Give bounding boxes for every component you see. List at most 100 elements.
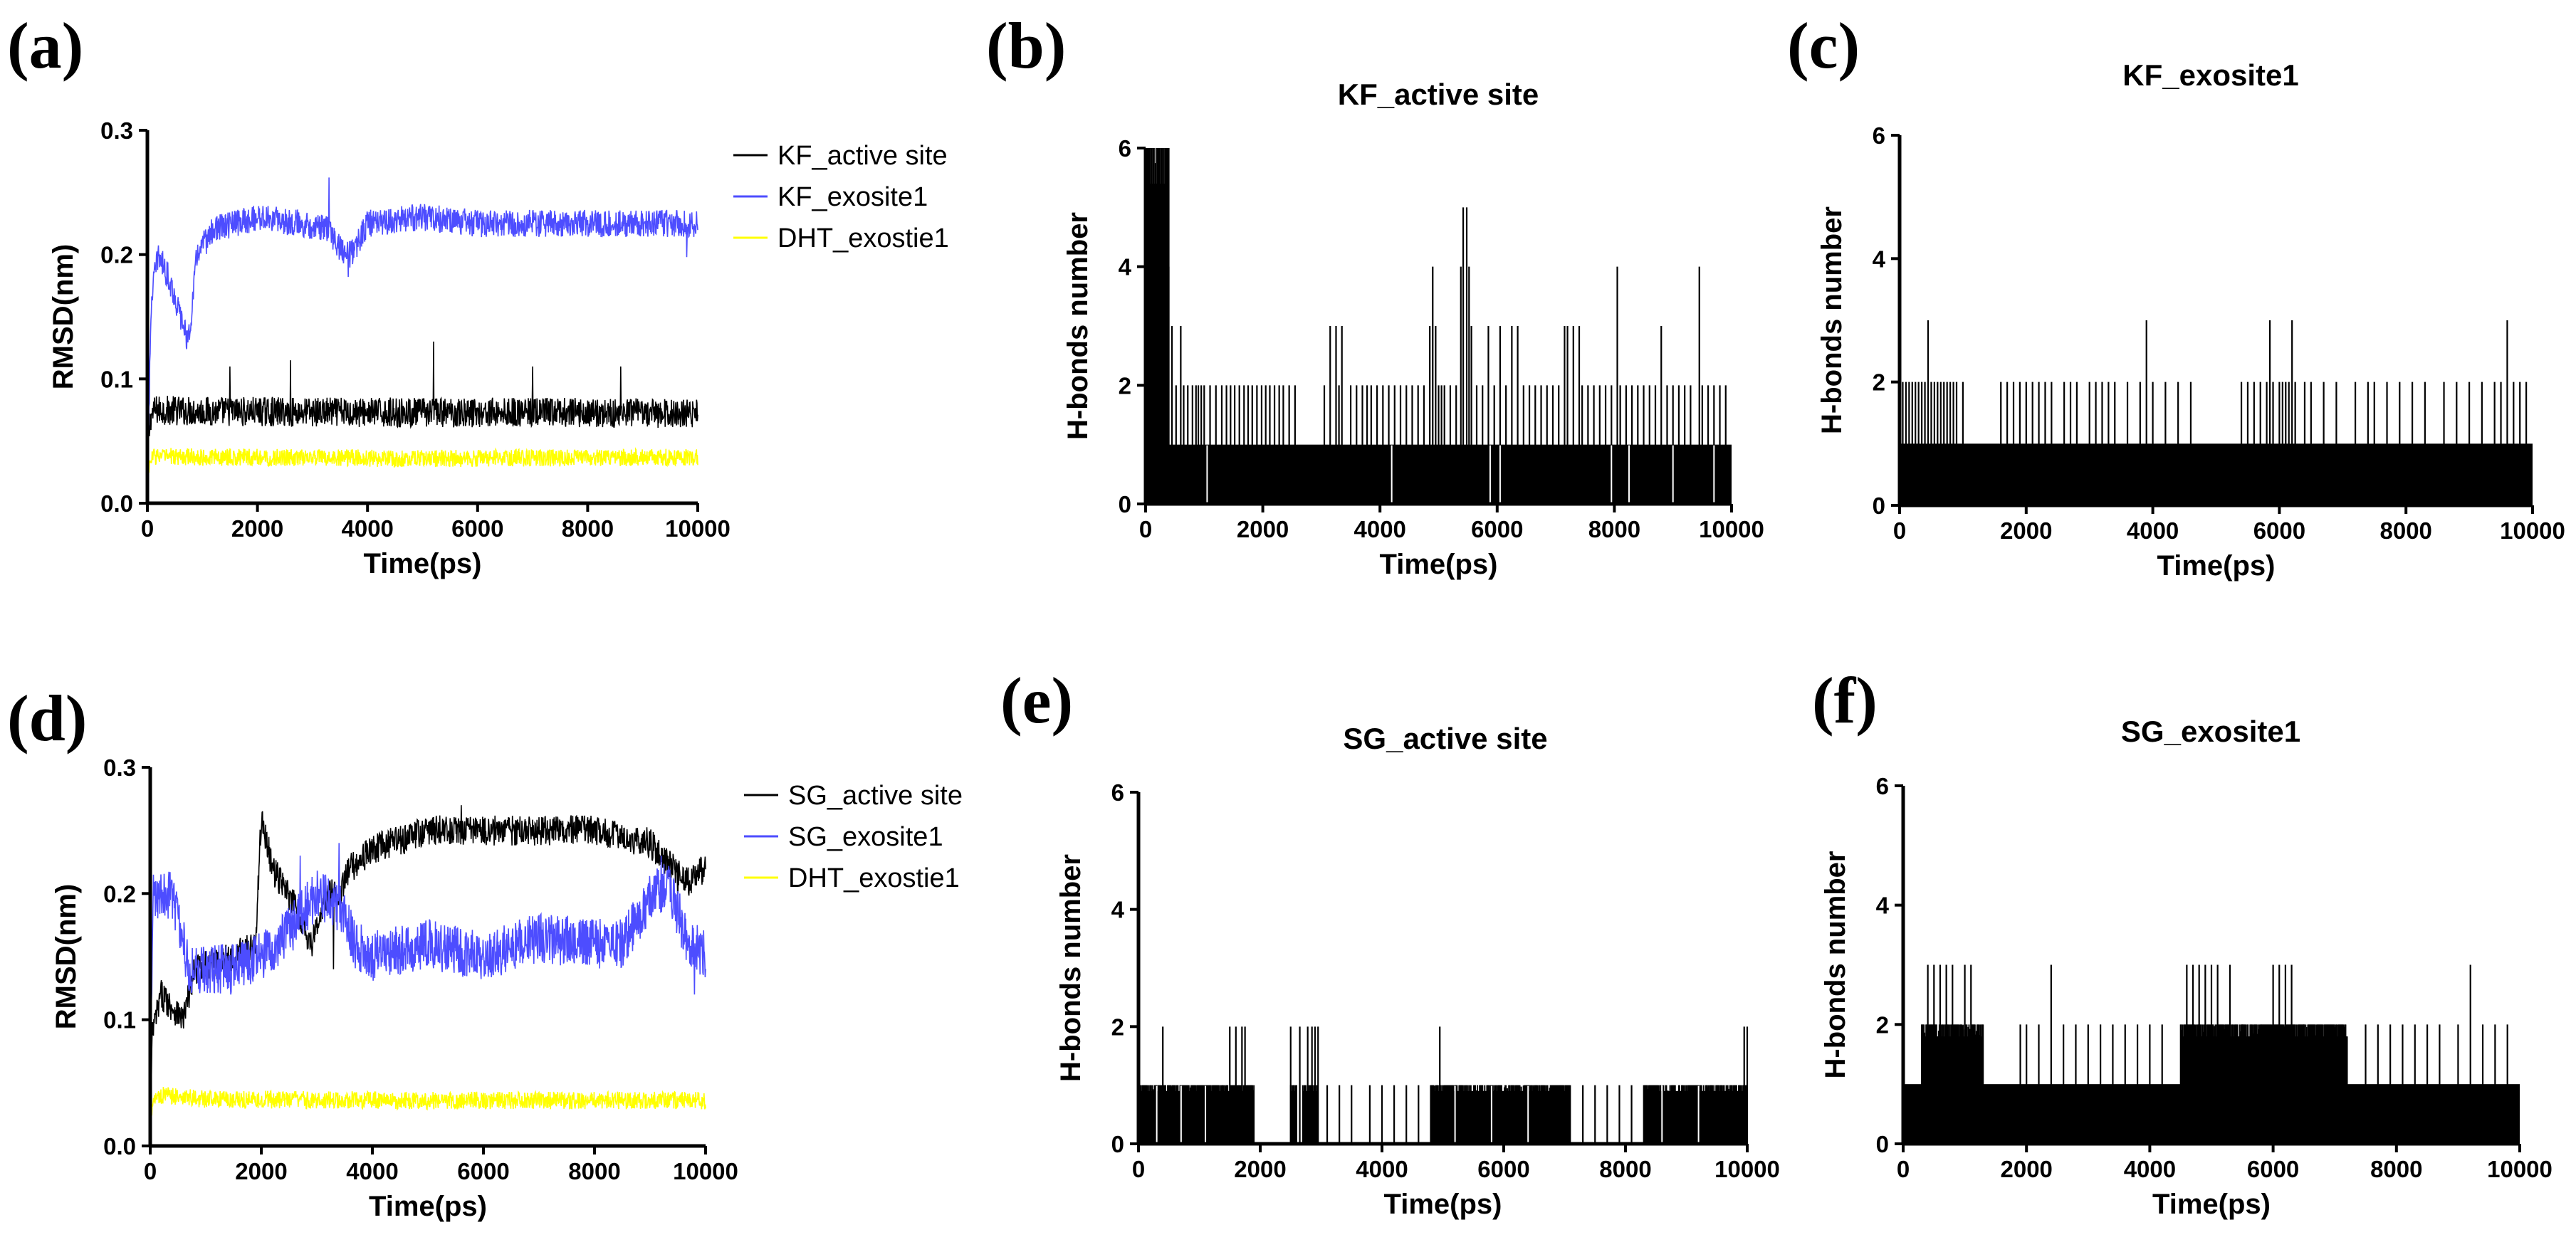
x-tick-label-f: 2000 (2000, 1156, 2052, 1182)
y-tick-label-b: 4 (1119, 254, 1132, 280)
y-tick-label-f: 6 (1876, 773, 1889, 799)
x-tick-label-a: 10000 (665, 515, 731, 542)
x-tick-label-e: 4000 (1356, 1156, 1408, 1182)
y-tick-label-b: 6 (1119, 135, 1131, 162)
series-line-a-2 (147, 177, 698, 475)
x-axis-label-e: Time(ps) (1384, 1189, 1502, 1220)
y-tick-label-e: 2 (1111, 1014, 1124, 1040)
y-tick-label-c: 2 (1873, 369, 1885, 396)
y-tick-label-d: 0.0 (103, 1133, 136, 1159)
x-axis-label-c: Time(ps) (2157, 550, 2276, 582)
x-tick-label-a: 2000 (231, 515, 283, 542)
panel-label-f: (f) (1812, 664, 1878, 737)
x-tick-label-c: 0 (1893, 517, 1906, 544)
panel-title-e: SG_active site (1343, 722, 1547, 755)
x-tick-label-e: 10000 (1714, 1156, 1780, 1182)
plot-area-b (1145, 148, 1732, 504)
legend-d: SG_active site SG_exosite1 DHT_exostie1 (744, 781, 963, 893)
series-line-a-3 (147, 447, 698, 489)
axes-d: 0 2000 4000 6000 8000 10000 0.0 0.1 0.2 0.3 (103, 754, 738, 1184)
panel-label-b: (b) (986, 9, 1066, 82)
y-tick-label-d: 0.2 (103, 880, 136, 907)
y-tick-label-a: 0.2 (100, 242, 133, 268)
x-tick-label-f: 4000 (2124, 1156, 2176, 1182)
x-tick-label-b: 8000 (1588, 516, 1640, 542)
hbond-dense-e-2 (1289, 1085, 1297, 1144)
series-line-a-1 (147, 341, 698, 475)
y-axis-label-b: H-bonds number (1062, 212, 1094, 440)
x-tick-label-d: 10000 (673, 1158, 738, 1184)
x-tick-label-e: 6000 (1477, 1156, 1529, 1182)
x-tick-label-d: 0 (144, 1158, 157, 1184)
plot-area-a (147, 177, 698, 489)
panel-c: (c) KF_exosite1 0 2000 4000 6000 8000 10000 0 2 4 6… (1787, 9, 2565, 582)
x-tick-label-c: 2000 (2000, 517, 2052, 544)
x-tick-label-d: 4000 (346, 1158, 398, 1184)
x-tick-label-b: 6000 (1471, 516, 1523, 542)
axes-a: 0 2000 4000 6000 8000 10000 0.0 0.1 0.2 0.3 (100, 117, 731, 542)
y-tick-label-b: 0 (1119, 491, 1131, 517)
y-axis-label-a: RMSD(nm) (48, 244, 79, 389)
panel-title-b: KF_active site (1338, 78, 1539, 111)
x-tick-label-c: 6000 (2253, 517, 2305, 544)
y-tick-label-d: 0.3 (103, 754, 136, 781)
legend-label-d-1: SG_active site (788, 781, 963, 811)
y-axis-label-c: H-bonds number (1816, 206, 1848, 434)
panel-label-a: (a) (7, 9, 83, 82)
x-tick-label-d: 2000 (235, 1158, 287, 1184)
y-axis-label-f: H-bonds number (1820, 851, 1851, 1079)
axes-b: 0 2000 4000 6000 8000 10000 0 2 4 6 (1119, 135, 1764, 542)
y-tick-label-f: 4 (1876, 893, 1890, 919)
legend-label-a-2: KF_exosite1 (777, 182, 928, 212)
x-tick-label-a: 4000 (341, 515, 393, 542)
plot-area-d (150, 805, 706, 1130)
legend-label-d-2: SG_exosite1 (788, 822, 943, 852)
x-tick-label-f: 6000 (2247, 1156, 2299, 1182)
panel-label-e: (e) (1000, 664, 1073, 737)
axes-e: 0 2000 4000 6000 8000 10000 0 2 4 6 (1111, 779, 1780, 1182)
panel-label-d: (d) (7, 682, 87, 754)
y-axis-label-e: H-bonds number (1055, 854, 1087, 1082)
axes-c: 0 2000 4000 6000 8000 10000 0 2 4 6 (1873, 122, 2565, 544)
x-axis-label-f: Time(ps) (2152, 1189, 2271, 1220)
plot-area-f (1903, 964, 2520, 1144)
y-tick-label-f: 2 (1876, 1011, 1889, 1038)
y-tick-label-c: 4 (1873, 246, 1886, 272)
x-tick-label-e: 0 (1132, 1156, 1145, 1182)
y-tick-label-a: 0.0 (100, 490, 133, 517)
x-tick-label-a: 0 (141, 515, 154, 542)
x-tick-label-c: 8000 (2379, 517, 2431, 544)
legend-a: KF_active site KF_exosite1 DHT_exostie1 (733, 141, 949, 253)
y-tick-label-a: 0.1 (100, 366, 133, 392)
y-axis-label-d: RMSD(nm) (51, 884, 82, 1029)
hbond-dense-e-5 (1643, 1085, 1748, 1144)
y-tick-label-b: 2 (1119, 372, 1131, 399)
x-tick-label-a: 6000 (451, 515, 503, 542)
x-axis-label-d: Time(ps) (369, 1191, 487, 1222)
x-tick-label-c: 4000 (2127, 517, 2179, 544)
x-tick-label-b: 2000 (1237, 516, 1289, 542)
x-tick-label-b: 0 (1139, 516, 1152, 542)
panel-d: (d) 0 2000 4000 6000 8000 10000 0.0 0.1 0.2 0.3 Tim… (7, 682, 963, 1222)
x-tick-label-e: 2000 (1234, 1156, 1286, 1182)
panel-title-c: KF_exosite1 (2122, 58, 2298, 92)
y-tick-label-c: 0 (1873, 493, 1885, 519)
plot-area-c (1900, 320, 2533, 505)
x-tick-label-b: 10000 (1699, 516, 1764, 542)
panel-label-c: (c) (1787, 9, 1860, 82)
y-tick-label-e: 6 (1111, 779, 1124, 806)
hbond-dense-b-2 (1145, 148, 1170, 504)
y-tick-label-d: 0.1 (103, 1007, 136, 1033)
y-tick-label-a: 0.3 (100, 117, 133, 144)
panel-a: (a) 0 2000 4000 6000 8000 10000 0.0 0.1 0.2 0.3 Tim… (7, 9, 949, 579)
hbond-base-c (1900, 443, 2533, 505)
hbond-dense-f-2 (2179, 1024, 2348, 1144)
hbond-dense-e-4 (1430, 1085, 1571, 1144)
panel-title-f: SG_exosite1 (2121, 715, 2300, 748)
series-line-d-2 (150, 843, 706, 1109)
plot-area-e (1138, 1026, 1749, 1144)
x-tick-label-f: 8000 (2370, 1156, 2422, 1182)
legend-label-a-1: KF_active site (777, 141, 948, 171)
